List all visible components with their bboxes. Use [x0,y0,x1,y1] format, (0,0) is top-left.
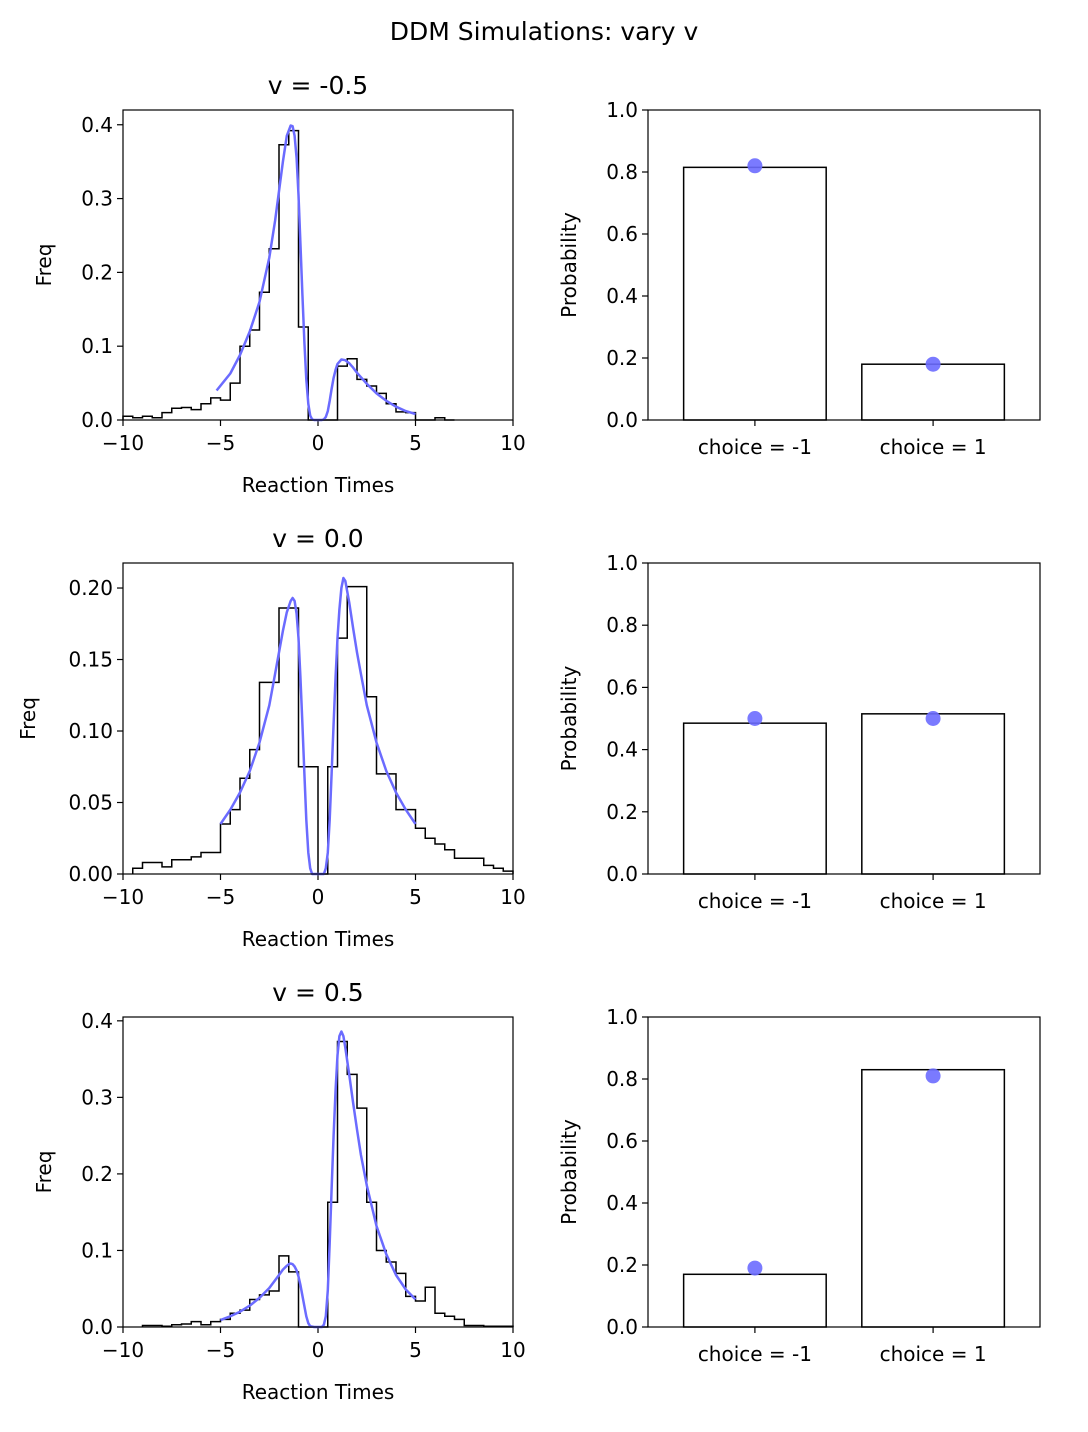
y-tick-label: 0.00 [68,862,113,886]
x-tick-label: −5 [206,1338,235,1362]
x-axis-label: Reaction Times [242,927,395,951]
y-tick-label: 0.8 [606,613,638,637]
density-curve [215,124,416,422]
subplot-1: 0.0 0.1 0.2 0.3 0.4 Freq −10 −5 0 5 10 v = -0.5 Reac… [32,71,526,497]
y-tick-label: 0.0 [606,408,638,432]
y-tick-label: 1.0 [606,1005,638,1029]
y-tick-label: 1.0 [606,551,638,575]
axes-frame [647,109,1041,421]
x-category-label: choice = -1 [698,889,812,913]
y-axis-label: Freq [32,244,56,287]
subplot-title: v = -0.5 [268,71,368,100]
x-tick-label: 0 [312,885,325,909]
x-tick-label: 5 [409,885,422,909]
y-tick-label: 0.3 [81,1085,113,1109]
subplot-title: v = 0.5 [272,978,363,1007]
x-tick-label: 0 [312,1338,325,1362]
subplot-2: 0.0 0.2 0.4 0.6 0.8 1.0 Probability choice = -1… [557,98,1041,459]
x-tick-label: −10 [102,885,144,909]
y-tick-label: 0.1 [81,334,113,358]
probability-point [925,1068,941,1084]
axes-frame [647,1016,1041,1328]
x-category-label: choice = 1 [880,435,987,459]
y-tick-label: 1.0 [606,98,638,122]
x-tick-label: −5 [206,885,235,909]
histogram-steps [122,129,455,421]
x-tick-label: 10 [500,431,525,455]
y-tick-label: 0.3 [81,187,113,211]
y-tick-label: 0.6 [606,222,638,246]
x-tick-label: −10 [102,1338,144,1362]
y-axis-label: Probability [557,1119,581,1225]
y-tick-label: 0.0 [81,1315,113,1339]
y-tick-label: 0.4 [81,1009,113,1033]
subplot-title: v = 0.0 [272,524,363,553]
y-axis-label: Probability [557,212,581,318]
y-tick-label: 0.8 [606,160,638,184]
bar [682,722,827,875]
y-tick-label: 0.0 [81,408,113,432]
figure-title: DDM Simulations: vary v [390,17,699,46]
axes-frame [122,1016,514,1328]
y-tick-label: 0.10 [68,719,113,743]
subplot-3: 0.00 0.05 0.10 0.15 0.20 Freq −10 −5 0 5 10 v = 0.0… [16,524,526,951]
bar [682,166,827,421]
probability-point [747,158,763,174]
bar [682,1273,827,1328]
x-category-label: choice = 1 [880,889,987,913]
y-tick-label: 0.2 [81,260,113,284]
y-tick-label: 0.05 [68,791,113,815]
y-tick-label: 0.4 [606,1191,638,1215]
y-axis-label: Freq [16,697,40,740]
axes-frame [647,562,1041,875]
bar [861,363,1006,421]
x-axis-label: Reaction Times [242,1380,395,1404]
subplot-4: 0.0 0.2 0.4 0.6 0.8 1.0 Probability choice = -1… [557,551,1041,913]
probability-point [747,711,763,726]
x-category-label: choice = 1 [880,1342,987,1366]
y-axis-label: Freq [32,1151,56,1194]
y-tick-label: 0.4 [606,738,638,762]
axes-frame [122,109,514,421]
y-tick-label: 0.4 [606,284,638,308]
y-tick-label: 0.1 [81,1238,113,1262]
probability-point [747,1260,763,1276]
x-tick-label: 10 [500,885,525,909]
subplot-grid: 0.0 0.1 0.2 0.3 0.4 Freq −10 −5 0 5 10 v = -0.5 Reac… [16,71,1041,1404]
x-tick-label: −10 [102,431,144,455]
bar [861,713,1006,875]
y-tick-label: 0.2 [606,800,638,824]
x-tick-label: 5 [409,1338,422,1362]
probability-point [925,711,941,726]
y-tick-label: 0.0 [606,1315,638,1339]
x-tick-label: −5 [206,431,235,455]
axes-frame [122,562,514,875]
y-tick-label: 0.8 [606,1067,638,1091]
histogram-steps [132,585,514,875]
y-tick-label: 0.6 [606,675,638,699]
x-category-label: choice = -1 [698,435,812,459]
y-tick-label: 0.20 [68,576,113,600]
y-tick-label: 0.0 [606,862,638,886]
subplot-6: 0.0 0.2 0.4 0.6 0.8 1.0 Probability choice = -1… [557,1005,1041,1366]
y-tick-label: 0.2 [606,346,638,370]
x-category-label: choice = -1 [698,1342,812,1366]
y-tick-label: 0.2 [81,1162,113,1186]
y-tick-label: 0.15 [68,648,113,672]
y-axis-label: Probability [557,665,581,771]
subplot-5: 0.0 0.1 0.2 0.3 0.4 Freq −10 −5 0 5 10 v = 0.5 React… [32,978,526,1404]
y-tick-label: 0.2 [606,1253,638,1277]
density-curve [220,1030,417,1329]
x-tick-label: 5 [409,431,422,455]
y-tick-label: 0.4 [81,113,113,137]
bar [861,1068,1006,1328]
x-tick-label: 0 [312,431,325,455]
probability-point [925,356,941,372]
x-tick-label: 10 [500,1338,525,1362]
x-axis-label: Reaction Times [242,473,395,497]
y-tick-label: 0.6 [606,1129,638,1153]
